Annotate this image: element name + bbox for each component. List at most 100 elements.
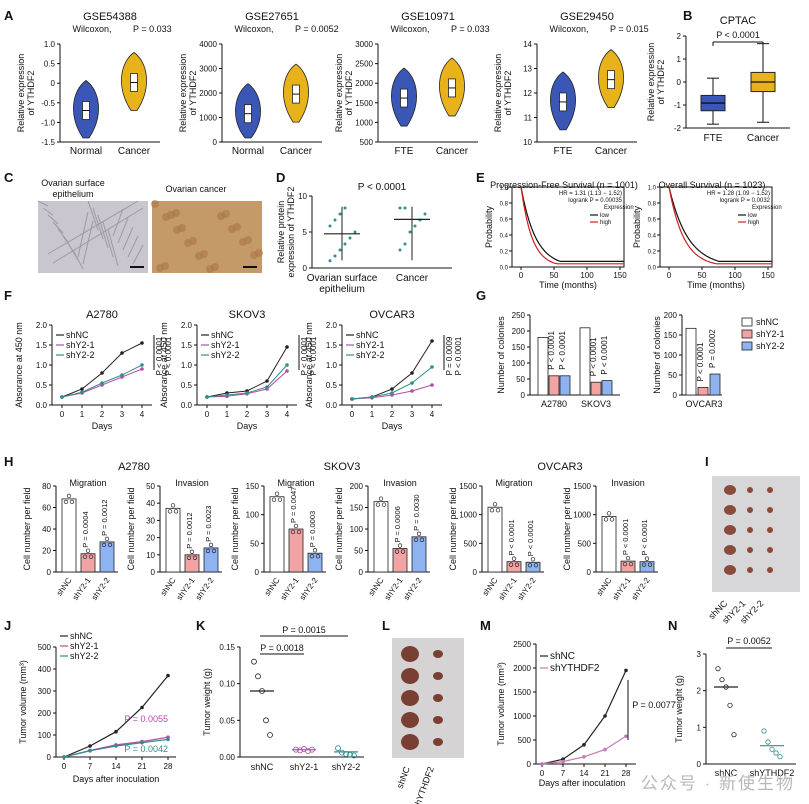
colony-bar-shNC [537,336,549,396]
transwell-4-ytick-label: 0 [473,568,478,577]
ihc-texture [172,209,180,217]
violin-3-ytick-label: 10 [523,138,532,147]
tumor-vol-m-xtick-label: 0 [540,769,545,778]
transwell-point [63,499,69,505]
violin-category-label: FTE [554,146,573,157]
tumor-sample [401,646,419,662]
ihc-texture [52,221,64,234]
km-logrank: logrank P = 0.0032 [720,198,771,204]
tumor-sample [724,505,736,515]
km-ytick-label: 0.6 [648,218,657,224]
transwell-4-ytick-label: 1000 [459,511,477,520]
transwell-point [489,508,495,513]
growth-xtick-label: 0 [350,410,355,419]
tumor-wt-n-ytick-label: 2 [697,687,702,696]
transwell-1-ytick-label: 20 [146,534,155,543]
km-xtick-label: 0 [519,271,524,280]
transwell-p-value: P < 0.0001 [526,520,535,556]
scatter-category: epithelium [319,284,365,295]
transwell-5-ytick-label: 0 [587,568,592,577]
growth-legend-label: shY2-1 [211,340,240,350]
tumor-sample [767,527,773,533]
transwell-3-ytick-label: 150 [350,504,364,513]
transwell-3-ytick-label: 200 [350,482,364,491]
transwell-0-ytick-label: 80 [42,482,51,491]
ihc-texture [122,226,134,251]
colony-1-ytick-label: 150 [512,343,526,352]
tumor-wt-k-y-label: Tumor weight (g) [202,668,212,736]
tumor-vol-m-xtick-label: 7 [561,769,566,778]
scatter-point [398,248,402,252]
km-ytick-label: 0.4 [500,234,509,240]
panel-letter-J: J [4,618,11,633]
growth-x-label: Days [382,421,403,431]
violin-category-label: Normal [70,146,102,157]
growth-xtick-label: 4 [285,410,290,419]
km-legend-high-label: high [600,220,611,226]
km-xtick-label: 50 [550,271,559,280]
colony-legend-label: shY2-1 [756,329,785,339]
colony-category: OVCAR3 [685,399,722,409]
growth-x-label: Days [237,421,258,431]
km-frame [659,186,773,268]
tumor-vol-m-point [624,734,628,738]
tumor-wt-n-point [719,677,725,683]
tumor-wt-p1: P = 0.0015 [282,625,326,635]
km-xtick-label: 50 [698,271,707,280]
transwell-point [82,554,88,559]
transwell-point [492,502,498,507]
growth-xtick-label: 1 [370,410,375,419]
transwell-title: Migration [495,478,532,488]
transwell-2-ytick-label: 50 [250,539,259,548]
boxplot-ytick-label: 0 [677,78,682,87]
tumor-vol-m-legend-label: shNC [550,651,575,662]
transwell-title: Migration [69,478,106,488]
transwell-point [603,517,609,522]
transwell-point [186,555,192,560]
ihc-texture [77,211,89,258]
growth-legend-label: shY2-2 [356,350,385,360]
colony-bar-shNC [685,327,697,396]
tumor-vol-xtick-label: 0 [62,762,67,771]
growth-title: SKOV3 [229,309,266,321]
tumor-vol-m-xtick-label: 21 [601,769,610,778]
growth-p-value: P < 0.0001 [300,336,309,375]
transwell-point [88,554,94,559]
violin-2-ytick-label: 3000 [355,40,373,49]
scatter-point [408,230,412,234]
tumor-vol-m-point [540,762,544,766]
tumor-wt-n-ytick-label: 3 [697,650,702,659]
panel-letter-N: N [668,618,677,633]
violin-2-ytick-label: 500 [360,138,374,147]
tumor-wt-category: shY2-1 [290,762,319,772]
growth-xtick-label: 2 [100,410,105,419]
growth-point [285,363,289,367]
tumor-sample [767,567,773,573]
tumor-vol-point [166,673,170,678]
transwell-5-ytick-label: 1500 [573,482,591,491]
scatter-category: Cancer [396,273,429,284]
tumor-vol-legend-label: shY2-1 [70,641,99,651]
transwell-point [514,562,520,567]
transwell-point [378,496,384,501]
ihc-texture [244,236,252,244]
tumor-wt-point [297,747,303,754]
panel-letter-K: K [196,618,206,633]
transwell-point [69,499,75,505]
tumor-vol-legend-label: shY2-2 [70,651,99,661]
violin-2-ytick-label: 1000 [355,118,373,127]
tumor-vol-m-ytick-label: 2000 [513,664,531,673]
growth-xtick-label: 1 [80,410,85,419]
transwell-point [85,548,91,553]
transwell-bar-shNC [165,507,181,573]
violin-3-y-label: Relative expression [493,54,503,133]
violin-subtitle: Wilcoxon, [549,24,588,34]
transwell-point [530,557,536,562]
tumor-wt-n-point [777,754,783,760]
tumor-wt-point [351,752,357,759]
violin-2-y-label: Relative expression [334,54,344,133]
transwell-point [622,561,628,567]
transwell-point [416,531,422,536]
tumor-sample [747,547,753,553]
transwell-category: shNC [55,576,74,598]
